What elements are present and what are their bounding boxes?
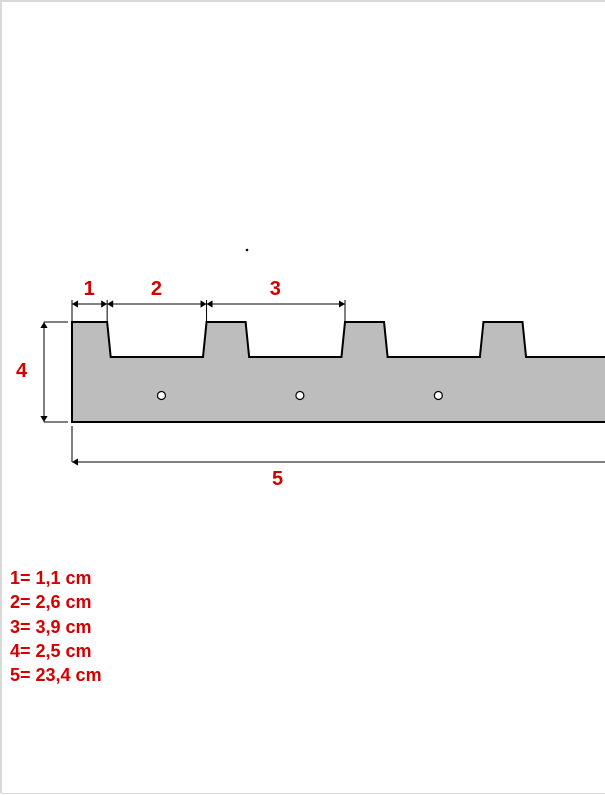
legend: 1= 1,1 cm 2= 2,6 cm 3= 3,9 cm 4= 2,5 cm … <box>10 566 102 687</box>
dimension-label-2: 2 <box>151 278 162 301</box>
legend-item: 2= 2,6 cm <box>10 590 102 614</box>
canvas: 1 2 3 4 5 1= 1,1 cm 2= 2,6 cm 3= 3,9 cm … <box>2 2 605 795</box>
dimension-label-4: 4 <box>16 360 27 383</box>
legend-item: 3= 3,9 cm <box>10 615 102 639</box>
dimension-label-3: 3 <box>270 278 281 301</box>
dimension-label-5: 5 <box>272 468 283 491</box>
legend-item: 4= 2,5 cm <box>10 639 102 663</box>
legend-item: 1= 1,1 cm <box>10 566 102 590</box>
legend-item: 5= 23,4 cm <box>10 663 102 687</box>
dimension-label-1: 1 <box>84 278 95 301</box>
